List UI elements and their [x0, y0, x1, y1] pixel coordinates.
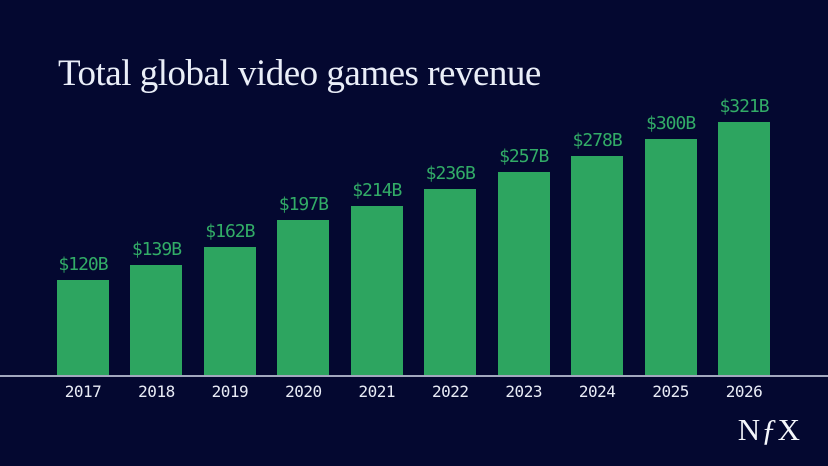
- bar-2025: [644, 139, 697, 375]
- bar-value-label-2025: $300B: [646, 113, 696, 134]
- x-axis-line: [0, 375, 828, 377]
- bar-2019: [203, 247, 256, 375]
- bar-value-label-2022: $236B: [425, 163, 476, 184]
- x-tick-label-2023: 2023: [505, 382, 542, 401]
- logo-letter-n: N: [737, 412, 762, 447]
- chart-title: Total global video games revenue: [58, 53, 541, 94]
- bar-2022: [424, 189, 477, 375]
- x-tick-label-2018: 2018: [138, 382, 175, 401]
- logo-letter-x: X: [777, 412, 801, 447]
- logo-letter-f: ƒ: [761, 412, 778, 447]
- bar-value-label-2020: $197B: [278, 194, 329, 215]
- x-tick-label-2025: 2025: [652, 382, 689, 401]
- x-tick-label-2019: 2019: [211, 382, 249, 401]
- bar-2018: [130, 265, 183, 375]
- bar-value-label-2021: $214B: [352, 180, 402, 201]
- bar-value-label-2024: $278B: [572, 130, 623, 151]
- x-tick-label-2026: 2026: [725, 382, 763, 401]
- nfx-logo: NƒX: [738, 414, 801, 445]
- bar-2021: [350, 206, 403, 375]
- bar-value-label-2026: $321B: [719, 96, 769, 117]
- x-tick-label-2021: 2021: [358, 382, 396, 401]
- bar-2020: [277, 220, 330, 375]
- bar-2026: [718, 122, 771, 375]
- bar-2017: [57, 280, 109, 375]
- x-tick-label-2017: 2017: [64, 382, 102, 401]
- x-tick-label-2024: 2024: [578, 382, 616, 401]
- bar-value-label-2018: $139B: [131, 239, 182, 260]
- bar-value-label-2017: $120B: [58, 254, 108, 275]
- bar-value-label-2019: $162B: [205, 221, 255, 242]
- x-tick-label-2020: 2020: [285, 382, 322, 401]
- bar-2024: [571, 156, 624, 375]
- bar-2023: [497, 172, 550, 375]
- bar-value-label-2023: $257B: [499, 146, 549, 167]
- x-tick-label-2022: 2022: [431, 382, 469, 401]
